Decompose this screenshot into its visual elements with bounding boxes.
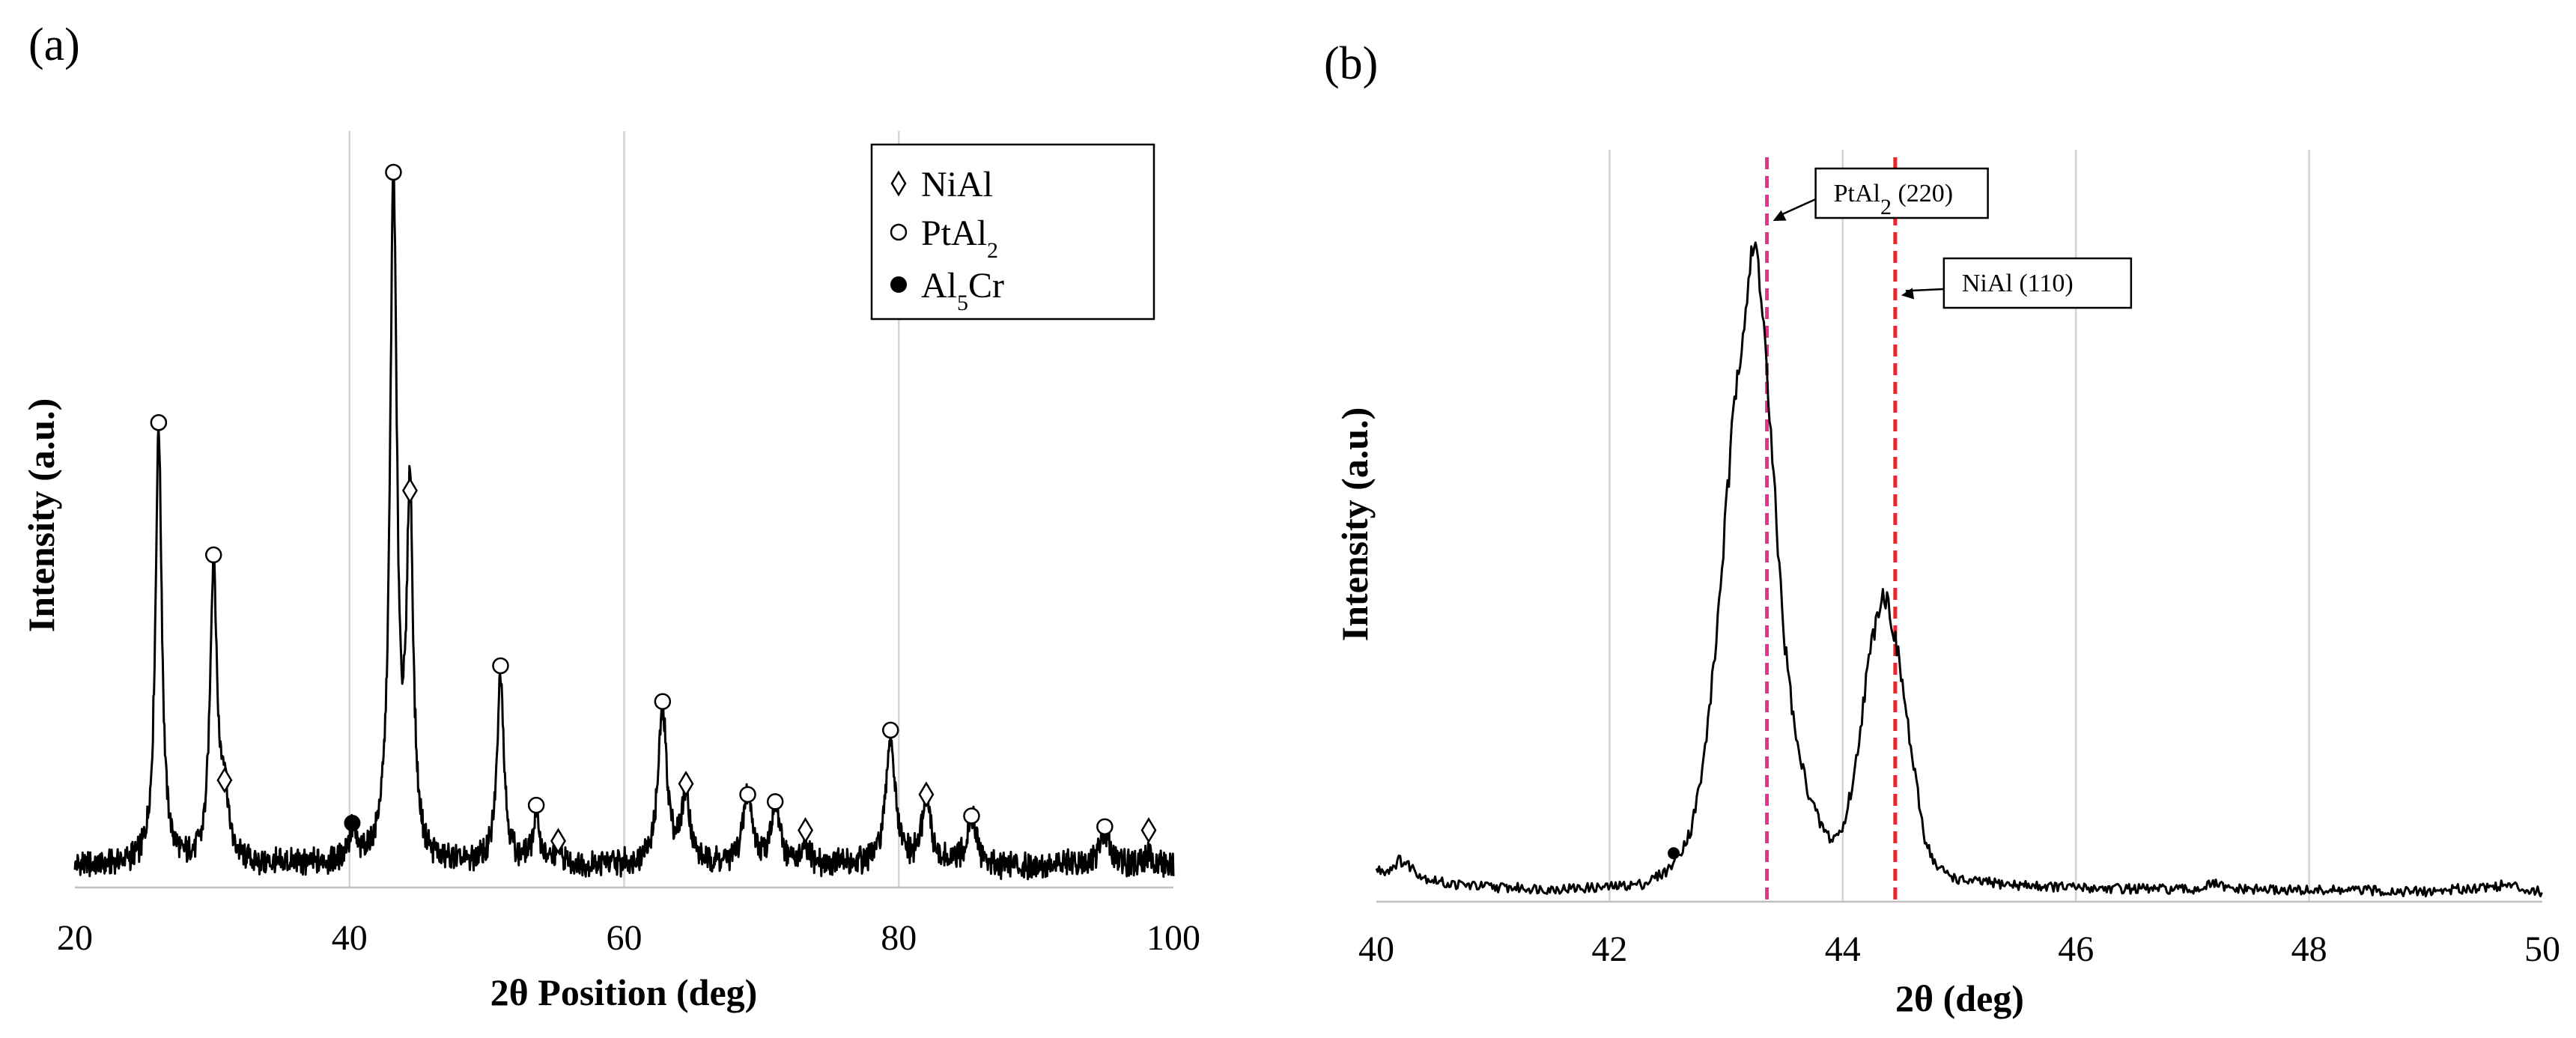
panel-b-label: (b) bbox=[1324, 38, 1378, 89]
panel-b-x-axis-title: 2θ (deg) bbox=[1895, 977, 2024, 1019]
panel-a-x-tick-labels: 20 40 60 80 100 bbox=[57, 918, 1200, 958]
panel-b-x-tick-label: 42 bbox=[1591, 929, 1627, 969]
panel-a-open-circle-marker bbox=[881, 721, 899, 739]
callout-label-part: (220) bbox=[1892, 180, 1953, 207]
panel-b-x-tick-labels: 40 42 44 46 48 50 bbox=[1358, 929, 2560, 969]
panel-b-x-tick-label: 46 bbox=[2058, 929, 2094, 969]
panel-a-open-circle-marker bbox=[150, 414, 168, 431]
panel-a-x-tick-label: 40 bbox=[332, 918, 368, 958]
legend-entry-label-part: Al bbox=[921, 266, 957, 306]
panel-a-open-circle-marker bbox=[492, 657, 509, 675]
panel-a-y-axis-title: Intensity (a.u.) bbox=[20, 398, 62, 633]
panel-a-open-circle-marker bbox=[1096, 818, 1114, 836]
panel-b-x-tick-label: 50 bbox=[2524, 929, 2560, 969]
callout-label: NiAl (110) bbox=[1962, 270, 2074, 297]
panel-a-x-tick-label: 80 bbox=[881, 918, 917, 958]
panel-b-reference-lines bbox=[1765, 157, 1898, 902]
panel-b-y-axis-title: Intensity (a.u.) bbox=[1334, 407, 1376, 642]
panel-a-open-circle-marker bbox=[963, 807, 980, 825]
panel-a-open-circle-marker bbox=[204, 546, 222, 564]
panel-b-filled-circle-marker bbox=[1668, 847, 1680, 860]
panel-b-markers bbox=[1668, 847, 1680, 860]
legend-entry-label: NiAl bbox=[921, 165, 993, 204]
panel-a-label: (a) bbox=[28, 19, 80, 70]
panel-a-open-diamond-marker bbox=[216, 767, 233, 794]
callout-arrowhead bbox=[1772, 210, 1787, 221]
callout-arrowhead bbox=[1901, 288, 1915, 300]
panel-a-phase-markers bbox=[150, 163, 1157, 855]
legend-entry-label-part: Cr bbox=[968, 266, 1004, 306]
panel-a-x-tick-label: 100 bbox=[1146, 918, 1200, 958]
panel-a-open-diamond-marker bbox=[798, 817, 814, 844]
panel-b-x-tick-label: 44 bbox=[1825, 929, 1861, 969]
panel-a-x-tick-label: 20 bbox=[57, 918, 93, 958]
legend-open-diamond-marker bbox=[890, 170, 907, 197]
panel-b-callouts: PtAl2 (220) NiAl (110) bbox=[1772, 167, 2133, 309]
panel-a-open-circle-marker bbox=[654, 693, 672, 710]
panel-a-open-circle-marker bbox=[385, 163, 402, 181]
callout-label-part: NiAl (110) bbox=[1962, 270, 2074, 297]
panel-a-open-diamond-marker bbox=[918, 781, 935, 808]
panel-a-filled-circle-marker bbox=[344, 815, 361, 832]
panel-a-x-axis-title: 2θ Position (deg) bbox=[490, 971, 758, 1013]
panel-a-open-diamond-marker bbox=[678, 771, 694, 797]
legend-entry-label-part: NiAl bbox=[921, 165, 993, 204]
legend-entry-label-part: 2 bbox=[987, 238, 998, 263]
callout-box bbox=[1942, 257, 2133, 309]
panel-a-open-diamond-marker bbox=[1140, 817, 1157, 844]
panel-a: (a) 20 40 60 80 100 2θ Position (deg) Intens… bbox=[20, 19, 1200, 1013]
panel-a-x-tick-label: 60 bbox=[607, 918, 643, 958]
legend-entry-label: Al5Cr bbox=[921, 266, 1004, 315]
panel-a-open-circle-marker bbox=[766, 793, 784, 810]
panel-a-xrd-trace bbox=[73, 167, 1175, 881]
panel-a-open-diamond-marker bbox=[401, 477, 418, 504]
callout-label-part: 2 bbox=[1880, 195, 1892, 219]
legend-filled-circle-marker bbox=[890, 276, 907, 293]
panel-a-open-diamond-marker bbox=[550, 828, 566, 855]
legend-entry-label-part: 5 bbox=[957, 291, 968, 315]
callout-label-part: PtAl bbox=[1834, 180, 1880, 207]
legend-entry-label-part: PtAl bbox=[921, 213, 987, 253]
callout-label: PtAl2 (220) bbox=[1834, 180, 1954, 219]
panel-a-open-circle-marker bbox=[527, 796, 545, 814]
legend-open-circle-marker bbox=[890, 223, 908, 241]
panel-b-x-tick-label: 40 bbox=[1358, 929, 1394, 969]
panel-a-open-circle-marker bbox=[739, 786, 756, 804]
panel-b-x-tick-label: 48 bbox=[2291, 929, 2327, 969]
callout-arrow bbox=[1777, 198, 1817, 218]
legend-entry-label: PtAl2 bbox=[921, 213, 998, 263]
panel-b-xrd-trace bbox=[1375, 241, 2543, 898]
legend-frame bbox=[870, 143, 1155, 321]
panel-b: (b) 40 42 44 46 48 50 2θ (deg) Intensity (a.u… bbox=[1324, 38, 2560, 1019]
callout-box bbox=[1814, 167, 1989, 219]
